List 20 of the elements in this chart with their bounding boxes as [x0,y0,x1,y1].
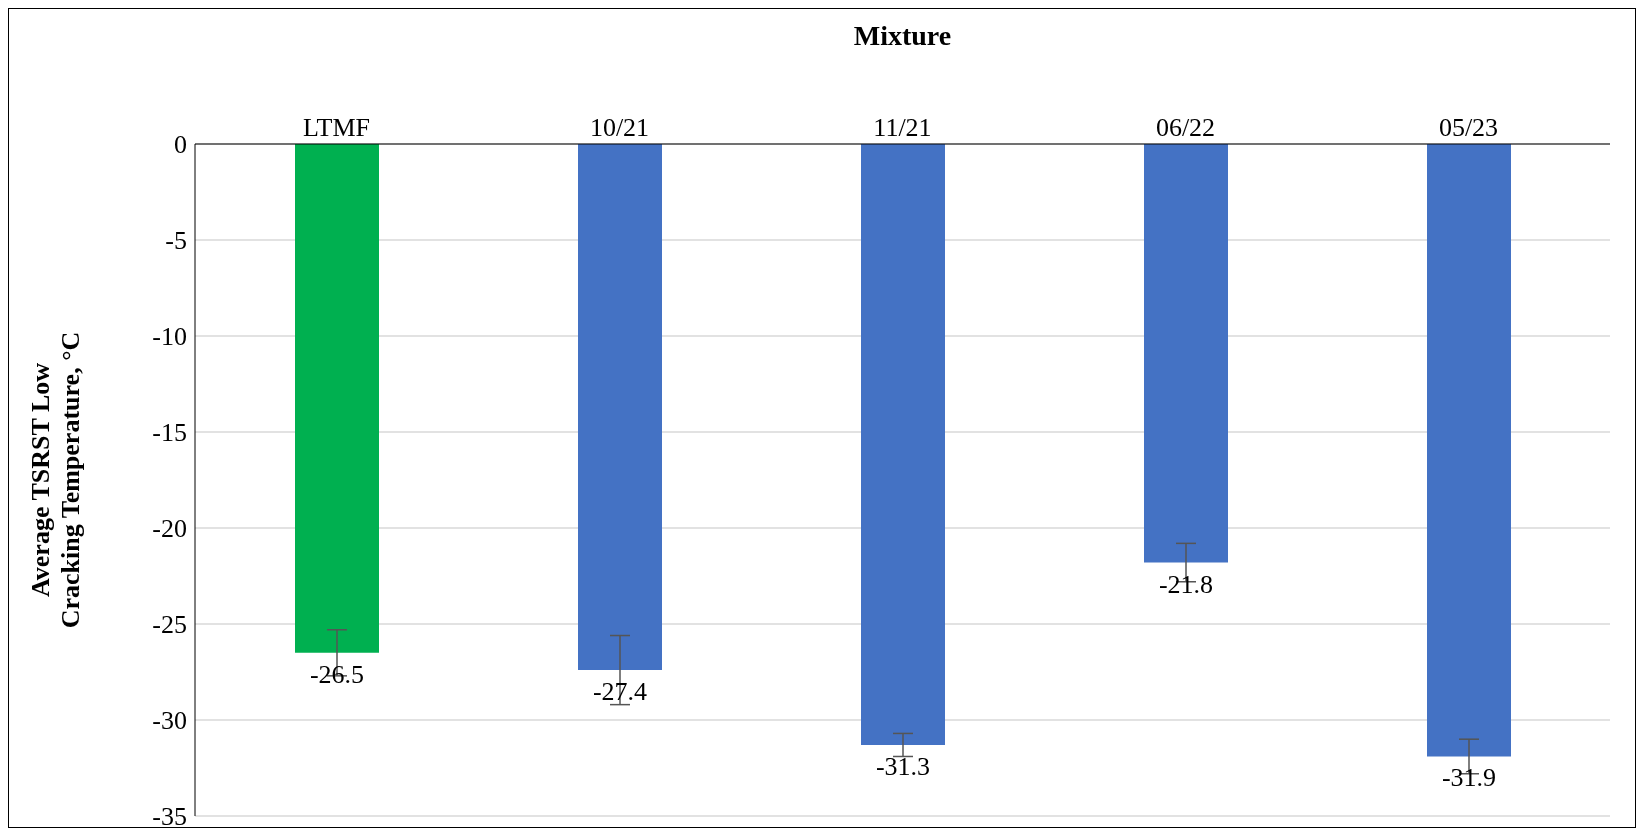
y-tick-label: -20 [152,514,187,544]
data-label: -31.9 [1441,763,1497,793]
x-tick-label: 10/21 [589,113,650,142]
y-tick-label: -15 [152,418,187,448]
data-label: -21.8 [1158,569,1214,599]
data-label: -26.5 [309,659,365,689]
y-tick-label: -10 [152,322,187,352]
y-tick-label: -30 [152,706,187,736]
y-tick-label: -5 [165,226,187,256]
x-tick-label: 11/21 [873,113,932,142]
y-tick-label: -25 [152,610,187,640]
y-tick-label: 0 [174,130,187,160]
x-tick-label: LTMF [303,113,370,142]
data-label: -31.3 [875,751,931,781]
y-tick-label: -35 [152,802,187,832]
x-axis-title: Mixture [853,19,952,51]
y-axis-title: Average TSRST Low Cracking Temperature, °C [26,331,85,629]
x-tick-label: 06/22 [1155,113,1216,142]
data-label: -27.4 [592,677,648,707]
x-tick-label: 05/23 [1438,113,1499,142]
